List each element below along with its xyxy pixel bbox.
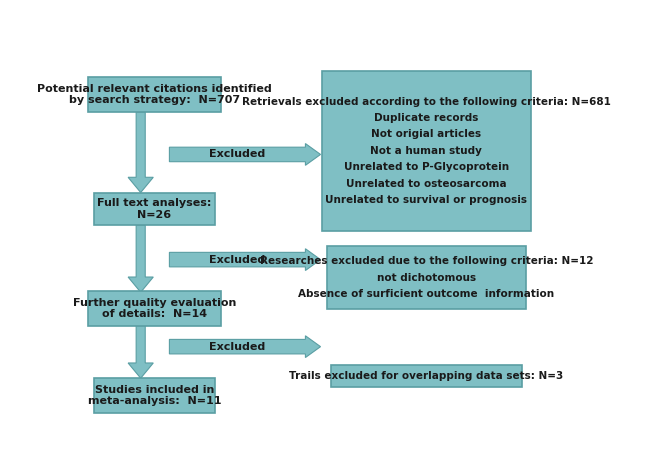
- Text: Researches excluded due to the following criteria: N=12
not dichotomous
Absence : Researches excluded due to the following…: [259, 256, 593, 299]
- FancyArrow shape: [128, 225, 153, 292]
- FancyArrow shape: [128, 112, 153, 193]
- Text: Trails excluded for overlapping data sets: N=3: Trails excluded for overlapping data set…: [289, 371, 564, 381]
- FancyBboxPatch shape: [88, 77, 221, 112]
- Text: Full text analyses:
N=26: Full text analyses: N=26: [97, 198, 211, 219]
- FancyArrow shape: [128, 325, 153, 378]
- FancyBboxPatch shape: [331, 365, 522, 387]
- Text: Further quality evaluation
of details:  N=14: Further quality evaluation of details: N…: [73, 298, 236, 319]
- FancyArrow shape: [170, 336, 320, 357]
- Text: Excluded: Excluded: [209, 341, 266, 352]
- FancyBboxPatch shape: [322, 71, 531, 231]
- Text: Excluded: Excluded: [209, 149, 266, 160]
- FancyBboxPatch shape: [327, 246, 526, 309]
- Text: Retrievals excluded according to the following criteria: N=681
Duplicate records: Retrievals excluded according to the fol…: [242, 97, 611, 205]
- FancyBboxPatch shape: [94, 193, 214, 225]
- Text: Potential relevant citations identified
by search strategy:  N=707: Potential relevant citations identified …: [37, 84, 272, 106]
- FancyArrow shape: [170, 249, 320, 270]
- FancyBboxPatch shape: [94, 378, 214, 413]
- Text: Excluded: Excluded: [209, 255, 266, 265]
- FancyArrow shape: [170, 144, 320, 165]
- FancyBboxPatch shape: [88, 292, 221, 326]
- Text: Studies included in
meta-analysis:  N=11: Studies included in meta-analysis: N=11: [88, 385, 221, 406]
